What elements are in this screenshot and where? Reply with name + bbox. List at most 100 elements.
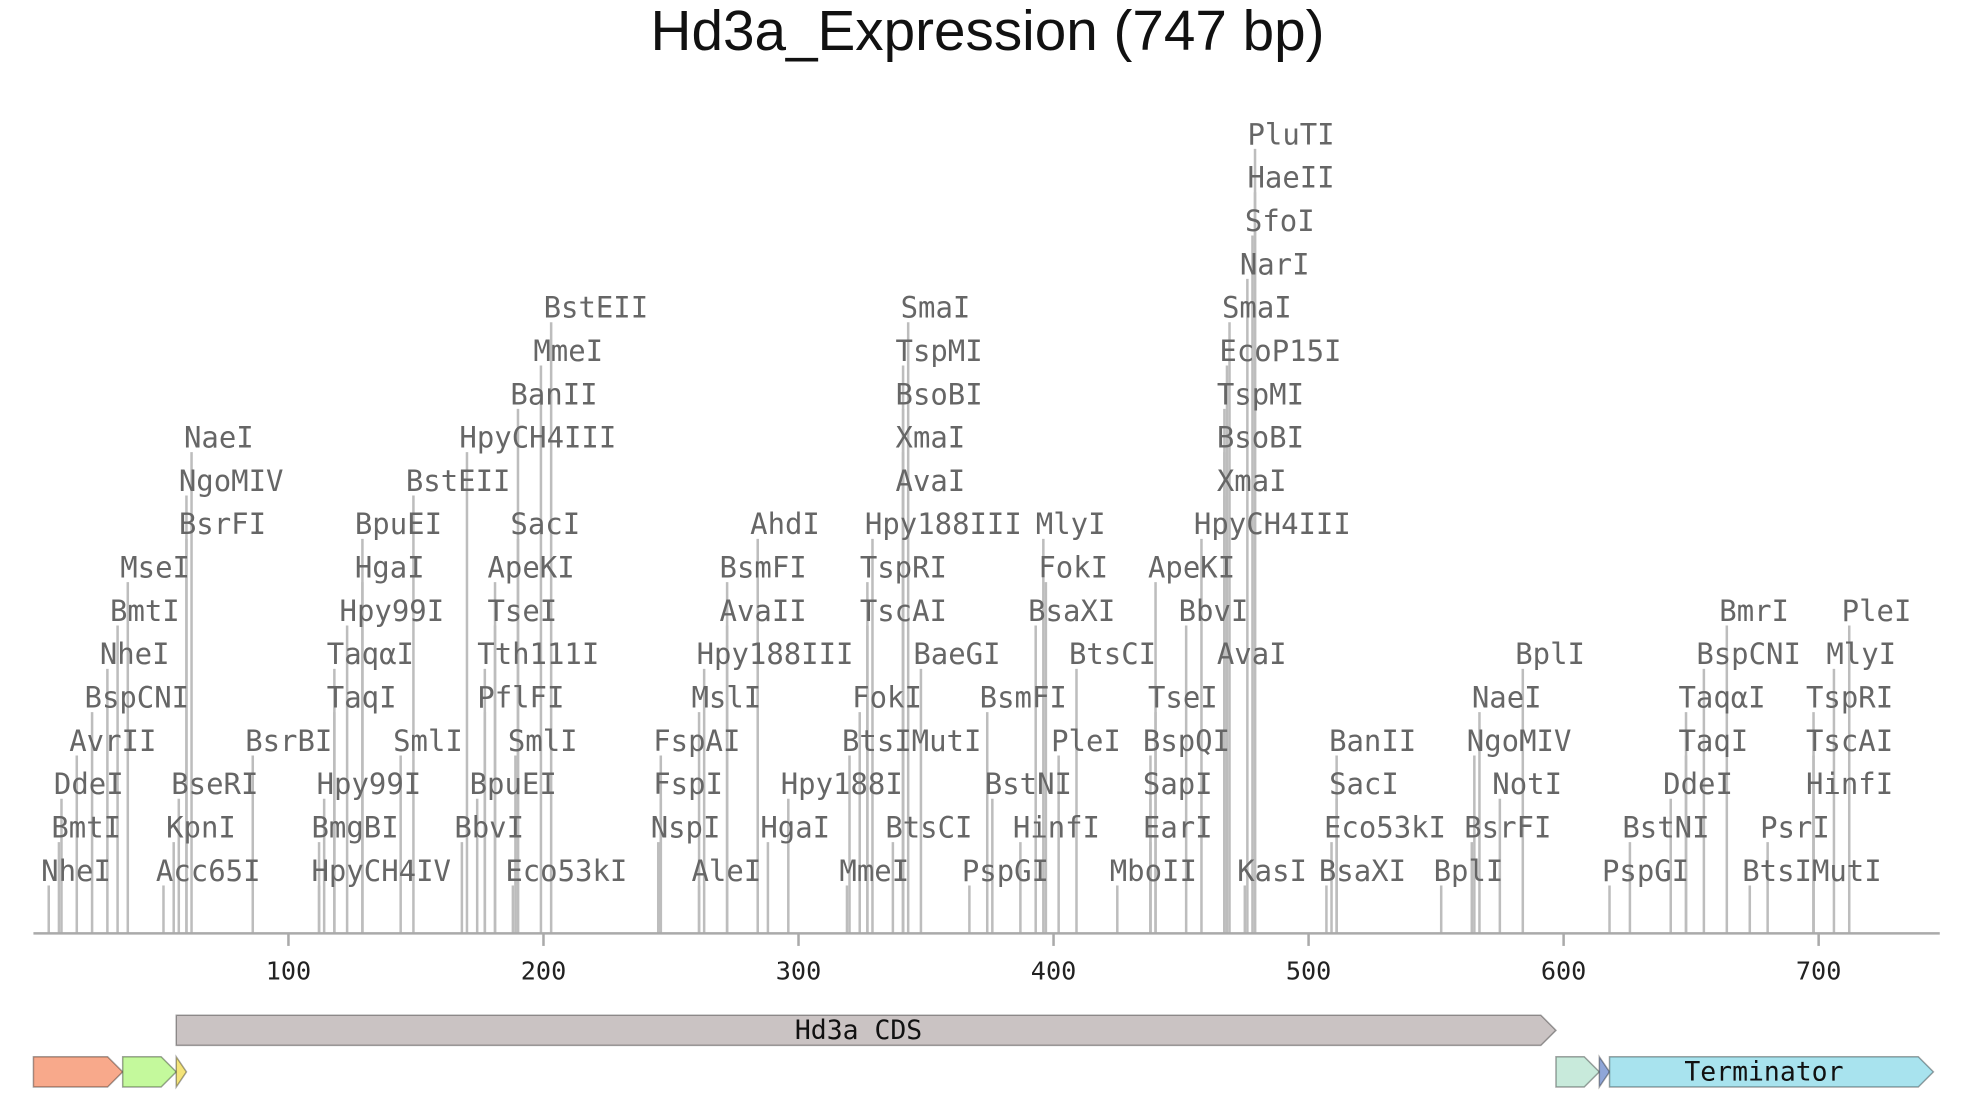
feature-label: Hd3a CDS: [795, 1015, 922, 1046]
enzyme-label: NgoMIV: [1467, 724, 1572, 758]
enzyme-label: HgaI: [355, 551, 425, 585]
enzyme-label: FspAI: [653, 724, 740, 758]
enzyme-label: HpyCH4IV: [312, 854, 451, 888]
enzyme-label: PleI: [1842, 594, 1912, 628]
enzyme-label: BstNI: [985, 767, 1072, 801]
enzyme-label: NotI: [1492, 767, 1562, 801]
enzyme-label: PleI: [1051, 724, 1121, 758]
enzyme-label: TspRI: [860, 551, 947, 585]
feature-arrow: [1598, 1054, 1611, 1090]
enzyme-label: SmlI: [508, 724, 578, 758]
enzyme-label: NaeI: [1472, 681, 1542, 715]
enzyme-label: BstNI: [1622, 811, 1709, 845]
enzyme-label: BsoBI: [896, 377, 983, 411]
enzyme-label: AhdI: [750, 507, 820, 541]
enzyme-label: SacI: [510, 507, 580, 541]
tick-label: 200: [521, 956, 567, 985]
enzyme-label: BsrBI: [245, 724, 332, 758]
enzyme-label: DdeI: [54, 767, 124, 801]
enzyme-label: BplI: [1515, 637, 1585, 671]
enzyme-label: TaqI: [1678, 724, 1748, 758]
enzyme-label: DdeI: [1663, 767, 1733, 801]
enzyme-label: NaeI: [184, 421, 254, 455]
tick-label: 700: [1796, 956, 1842, 985]
enzyme-label: BsaXI: [1028, 594, 1115, 628]
enzyme-label: AvrII: [69, 724, 156, 758]
enzyme-label: PspGI: [1602, 854, 1689, 888]
enzyme-label: TseI: [1148, 681, 1218, 715]
enzyme-label: BtsIMutI: [1742, 854, 1881, 888]
enzyme-label: Hpy99I: [317, 767, 422, 801]
enzyme-label: EcoP15I: [1219, 334, 1341, 368]
enzyme-label: Acc65I: [156, 854, 261, 888]
enzyme-label: PflFI: [477, 681, 564, 715]
enzyme-label: ApeKI: [487, 551, 574, 585]
enzyme-label: FspI: [653, 767, 723, 801]
enzyme-label: BsrFI: [1464, 811, 1551, 845]
enzyme-label: AvaI: [1217, 637, 1287, 671]
enzyme-label: NheI: [41, 854, 111, 888]
enzyme-label: BanII: [1329, 724, 1416, 758]
enzyme-label: BpuEI: [470, 767, 557, 801]
enzyme-label: NgoMIV: [179, 464, 284, 498]
enzyme-label: Hpy188III: [697, 637, 854, 671]
enzyme-label: Eco53kI: [505, 854, 627, 888]
enzyme-labels: NheI Acc65I HpyCH4IV Eco53kI AleI MmeI PspGI Mb…: [41, 117, 1911, 888]
enzyme-label: BsmFI: [980, 681, 1067, 715]
enzyme-label: Tth111I: [477, 637, 599, 671]
map-title: Hd3a_Expression (747 bp): [651, 0, 1325, 63]
enzyme-label: HgaI: [760, 811, 830, 845]
enzyme-label: BstEII: [406, 464, 511, 498]
feature-arrow: [1555, 1056, 1601, 1088]
enzyme-label: Eco53kI: [1324, 811, 1446, 845]
enzyme-label: Hpy188III: [865, 507, 1022, 541]
enzyme-label: BspCNI: [85, 681, 190, 715]
enzyme-label: AleI: [691, 854, 761, 888]
enzyme-label: MboII: [1110, 854, 1197, 888]
enzyme-label: BseRI: [171, 767, 258, 801]
enzyme-label: MseI: [120, 551, 190, 585]
enzyme-label: BspQI: [1143, 724, 1230, 758]
enzyme-label: BmgBI: [312, 811, 399, 845]
enzyme-label: PsrI: [1760, 811, 1830, 845]
enzyme-label: MmeI: [839, 854, 909, 888]
enzyme-label: BmtI: [51, 811, 121, 845]
enzyme-label: MmeI: [533, 334, 603, 368]
enzyme-label: HpyCH4III: [459, 421, 616, 455]
enzyme-label: FokI: [852, 681, 922, 715]
enzyme-label: TspMI: [896, 334, 983, 368]
enzyme-label: BtsCI: [1069, 637, 1156, 671]
enzyme-label: BsaXI: [1319, 854, 1406, 888]
enzyme-label: NspI: [651, 811, 721, 845]
tick-label: 300: [776, 956, 821, 985]
enzyme-label: XmaI: [896, 421, 966, 455]
enzyme-label: ApeKI: [1148, 551, 1235, 585]
enzyme-label: XmaI: [1217, 464, 1287, 498]
enzyme-label: TspRI: [1806, 681, 1893, 715]
enzyme-label: BspCNI: [1696, 637, 1801, 671]
enzyme-label: HinfI: [1013, 811, 1100, 845]
tick-label: 500: [1286, 956, 1332, 985]
enzyme-label: EarI: [1143, 811, 1213, 845]
enzyme-label: BaeGI: [913, 637, 1000, 671]
enzyme-label: FokI: [1038, 551, 1108, 585]
enzyme-label: TscAI: [860, 594, 947, 628]
tick-label: 100: [266, 956, 312, 985]
features: Terminator Hd3a CDS: [32, 1014, 1935, 1090]
enzyme-label: SmaI: [1222, 291, 1292, 325]
enzyme-label: TaqI: [327, 681, 397, 715]
enzyme-label: BmtI: [110, 594, 180, 628]
tick-label: 400: [1031, 956, 1077, 985]
enzyme-label: BplI: [1434, 854, 1504, 888]
axis: 100 200 300 400 500 600 700: [266, 933, 1842, 985]
enzyme-label: BpuEI: [355, 507, 442, 541]
enzyme-label: SapI: [1143, 767, 1213, 801]
enzyme-label: BtsCI: [885, 811, 972, 845]
feature-arrow: [121, 1056, 178, 1088]
enzyme-label: SfoI: [1245, 204, 1315, 238]
enzyme-label: MlyI: [1826, 637, 1896, 671]
enzyme-label: PspGI: [962, 854, 1049, 888]
tick-label: 600: [1541, 956, 1587, 985]
enzyme-label: Hpy188I: [781, 767, 903, 801]
